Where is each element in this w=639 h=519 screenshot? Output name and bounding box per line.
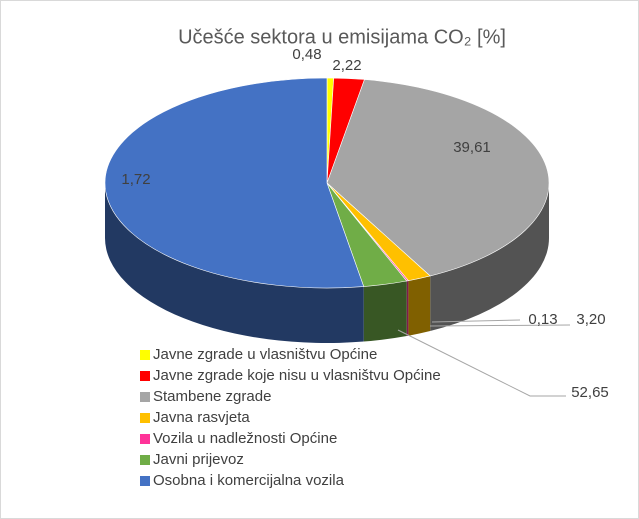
legend-label: Javni prijevoz bbox=[153, 451, 244, 468]
slice bbox=[326, 79, 550, 277]
legend-label: Vozila u nadležnosti Općine bbox=[153, 430, 337, 447]
legend-swatch bbox=[140, 350, 150, 360]
legend-label: Javna rasvjeta bbox=[153, 409, 250, 426]
data-label: 0,48 bbox=[292, 46, 321, 63]
legend-swatch bbox=[140, 371, 150, 381]
leader-line bbox=[429, 324, 571, 327]
legend-label: Stambene zgrade bbox=[153, 388, 271, 405]
slice-side bbox=[363, 280, 407, 342]
legend-swatch bbox=[140, 434, 150, 444]
data-label: 1,72 bbox=[121, 171, 150, 188]
legend-label: Javne zgrade u vlasništvu Općine bbox=[153, 346, 377, 363]
data-label: 3,20 bbox=[576, 311, 605, 328]
slice bbox=[104, 77, 365, 289]
chart-title: Učešće sektora u emisijama CO₂ [%] bbox=[178, 26, 506, 48]
slice-side bbox=[406, 280, 409, 336]
legend-swatch bbox=[140, 455, 150, 465]
leader-line bbox=[431, 319, 521, 323]
legend-swatch bbox=[140, 476, 150, 486]
slice-side bbox=[408, 275, 431, 336]
legend-swatch bbox=[140, 392, 150, 402]
slice-side bbox=[430, 183, 549, 331]
legend-label: Javne zgrade koje nisu u vlasništvu Opći… bbox=[153, 367, 441, 384]
data-label: 52,65 bbox=[571, 384, 609, 401]
data-label: 39,61 bbox=[453, 139, 491, 156]
data-label: 2,22 bbox=[332, 57, 361, 74]
legend-label: Osobna i komercijalna vozila bbox=[153, 472, 345, 489]
legend-swatch bbox=[140, 413, 150, 423]
slice-side bbox=[105, 183, 364, 343]
leader-line bbox=[397, 329, 566, 397]
data-label: 0,13 bbox=[528, 311, 557, 328]
